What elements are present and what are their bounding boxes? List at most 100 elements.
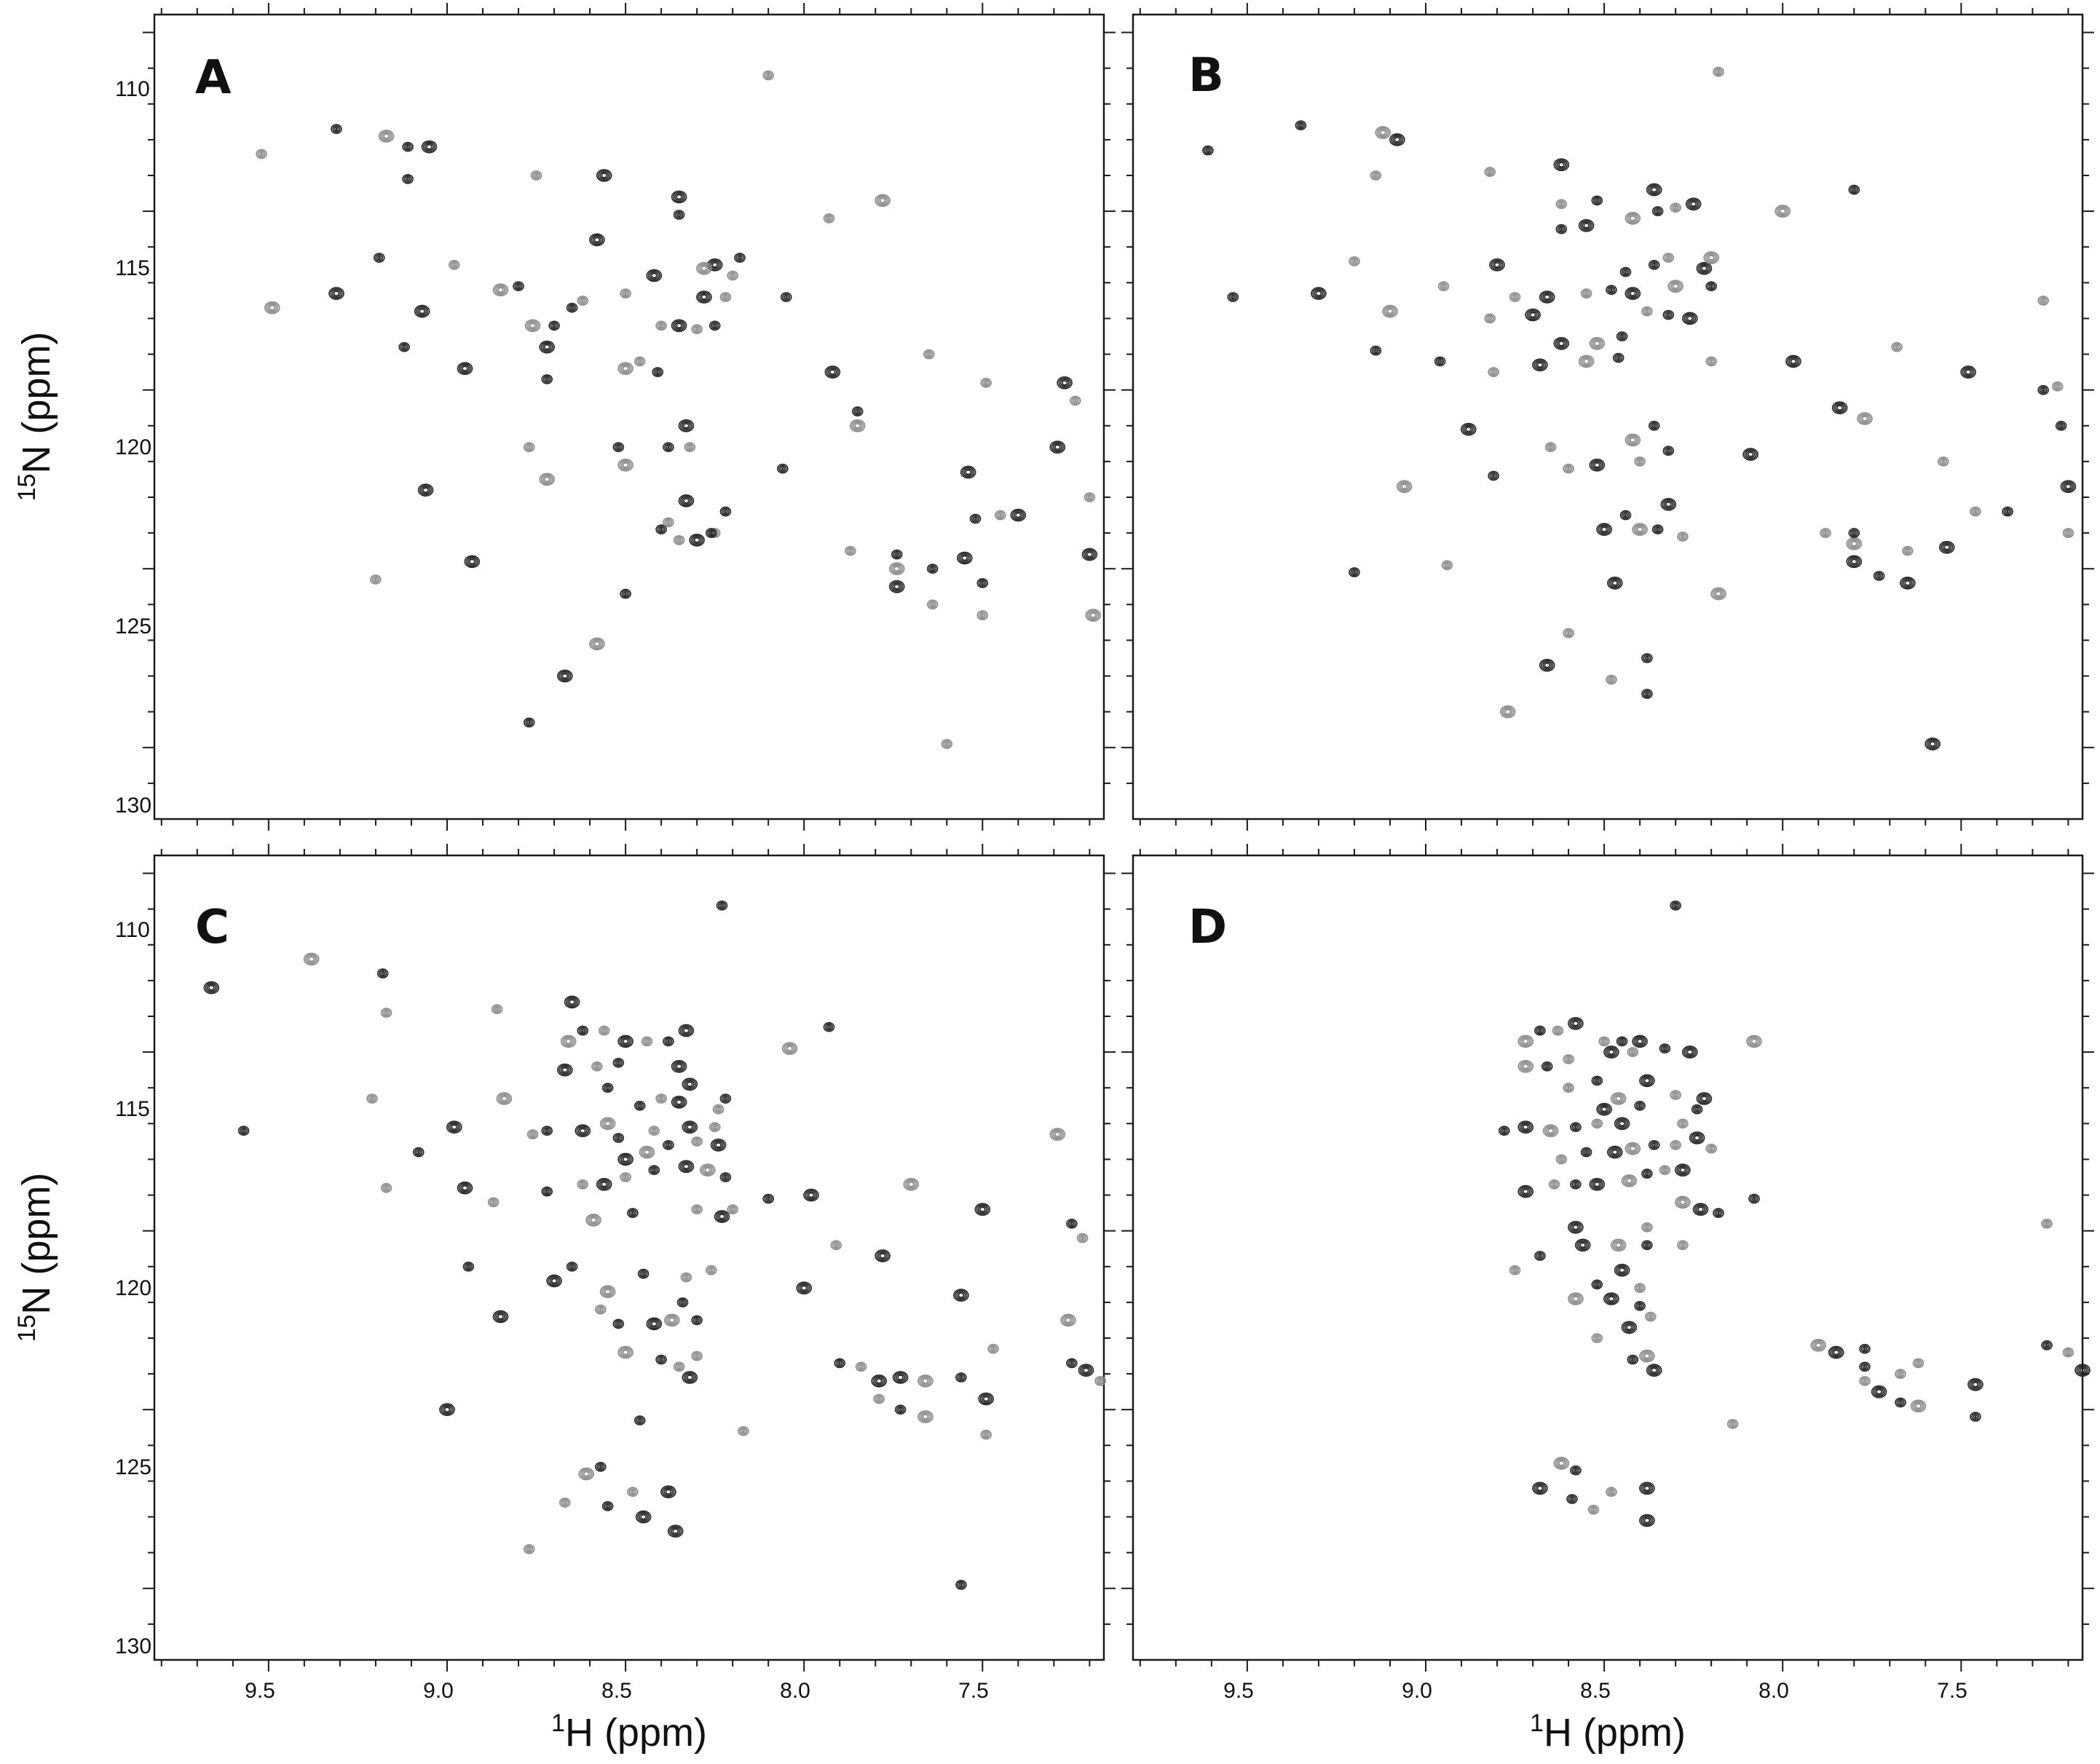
peak-contour <box>1812 1340 1825 1350</box>
peak-contour <box>1548 1179 1560 1190</box>
peak-contour <box>767 1197 770 1201</box>
peak-contour <box>660 1485 676 1498</box>
peak <box>523 717 535 728</box>
x-axis-title-main: H (ppm) <box>1544 1711 1686 1755</box>
peak-contour <box>617 1345 633 1359</box>
peak <box>1625 433 1641 447</box>
peak-contour <box>628 1488 637 1496</box>
peak-contour <box>981 1395 991 1403</box>
peak-contour <box>1591 1279 1603 1290</box>
peak-contour <box>1400 482 1409 491</box>
peak <box>1627 1047 1639 1057</box>
peak-contour <box>1558 1460 1565 1466</box>
peak-contour <box>639 1145 655 1159</box>
peak-contour <box>620 1155 631 1163</box>
peak-contour <box>615 1321 621 1326</box>
peak-contour <box>647 270 660 281</box>
peak-contour <box>1863 1380 1866 1383</box>
peak-contour <box>1350 568 1359 577</box>
peak-contour <box>497 1313 504 1320</box>
peak-contour <box>1860 1345 1869 1353</box>
y-axis-title-bottom: 15N (ppm) <box>13 1173 58 1342</box>
peak-contour <box>1751 1196 1757 1201</box>
peak-contour <box>1446 563 1448 566</box>
peak-contour <box>1619 1120 1625 1127</box>
peak-contour <box>1699 1094 1709 1103</box>
peak-contour <box>564 995 580 1009</box>
peak <box>1349 567 1360 577</box>
peak-contour <box>1582 221 1591 230</box>
peak-contour <box>1625 270 1627 274</box>
peak-contour <box>922 1378 929 1384</box>
peak <box>1370 345 1382 356</box>
peak-contour <box>692 1206 701 1214</box>
peak-contour <box>721 1094 730 1103</box>
peak-contour <box>642 1148 652 1156</box>
peak-contour <box>1608 577 1622 589</box>
peak <box>1651 524 1664 535</box>
peak-contour <box>1674 904 1677 907</box>
peak <box>1578 218 1595 232</box>
peak-contour <box>2041 1340 2053 1350</box>
peak-contour <box>492 1201 494 1204</box>
peak-contour <box>699 293 709 301</box>
peak-contour <box>658 526 664 532</box>
peak <box>1634 1283 1646 1293</box>
peak-contour <box>1634 1283 1646 1293</box>
peak-contour <box>1787 356 1800 367</box>
peak <box>663 1036 674 1047</box>
peak-contour <box>1601 1039 1607 1044</box>
peak <box>1370 170 1382 181</box>
peak-contour <box>1617 1266 1627 1275</box>
peak-contour <box>931 603 933 606</box>
peak-contour <box>705 1265 717 1275</box>
peak-contour <box>698 263 711 274</box>
peak <box>530 170 542 181</box>
peak-contour <box>1437 281 1450 292</box>
peak-contour <box>644 1039 650 1044</box>
y-tick-label: 125 <box>115 1455 151 1479</box>
peak-contour <box>663 1487 674 1496</box>
peak-contour <box>1605 1293 1618 1305</box>
peak-contour <box>687 1081 693 1088</box>
peak-contour <box>1542 661 1552 670</box>
peak-contour <box>1097 1378 1103 1384</box>
peak-contour <box>1650 261 1659 269</box>
peak-contour <box>917 1375 933 1388</box>
peak-contour <box>725 1097 727 1100</box>
peak-contour <box>1729 1420 1737 1428</box>
peak-contour <box>636 357 644 365</box>
peak-contour <box>699 1163 716 1176</box>
peak-contour <box>1875 571 1884 580</box>
peak-contour <box>664 1037 673 1045</box>
peak-contour <box>1689 199 1699 208</box>
peak-contour <box>1904 580 1911 586</box>
peak-contour <box>683 1122 696 1133</box>
peak-contour <box>1742 448 1758 461</box>
peak <box>1488 470 1499 481</box>
peak-contour <box>567 1262 577 1270</box>
peak-contour <box>569 305 575 311</box>
peak-contour <box>650 1166 658 1174</box>
peak <box>1517 1035 1533 1048</box>
peak-contour <box>257 150 266 158</box>
peak-contour <box>719 292 732 302</box>
peak-contour <box>617 446 620 448</box>
peak-contour <box>612 1058 625 1068</box>
peak-contour <box>707 529 716 537</box>
peak <box>1696 1092 1713 1105</box>
peak-contour <box>1714 1209 1723 1217</box>
peak <box>591 1061 603 1072</box>
peak-contour <box>1619 266 1632 277</box>
peak-contour <box>1296 122 1305 130</box>
peak-contour <box>548 1275 561 1286</box>
peak-contour <box>543 344 550 350</box>
peak-contour <box>1748 1036 1761 1047</box>
panel-c-peaks <box>203 901 1106 1590</box>
peak-contour <box>549 1277 559 1285</box>
peak-contour <box>1679 1199 1686 1206</box>
peak-contour <box>467 558 477 566</box>
peak-contour <box>596 169 612 182</box>
peak-contour <box>1664 311 1673 319</box>
peak-contour <box>719 1214 725 1219</box>
